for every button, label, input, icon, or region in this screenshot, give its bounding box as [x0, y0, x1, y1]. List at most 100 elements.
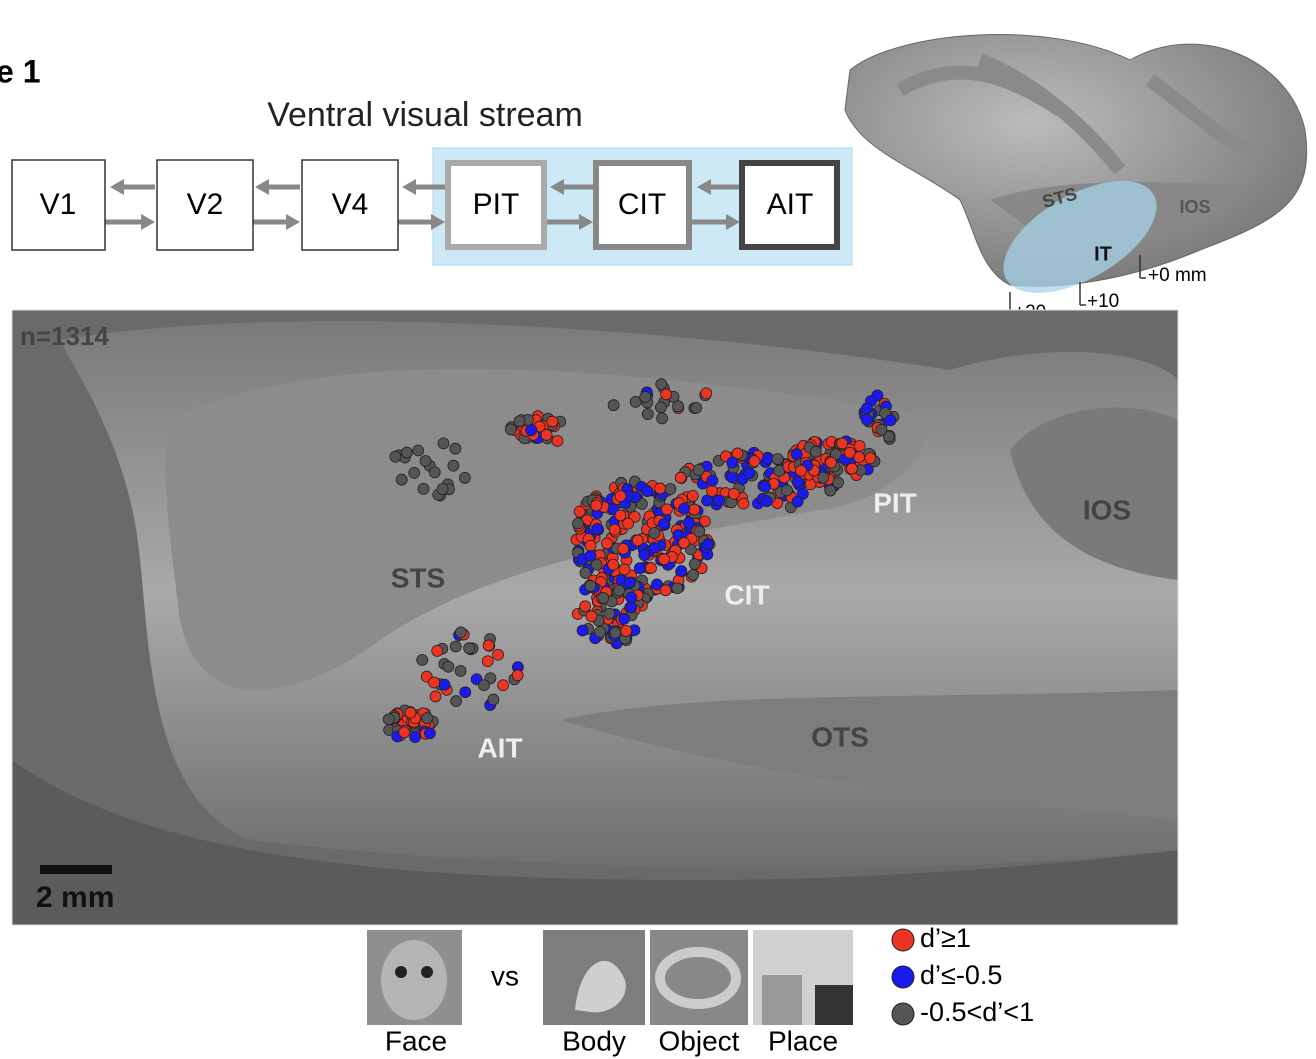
- legend-label: d’≥1: [920, 923, 971, 953]
- legend-marker: [892, 1003, 914, 1025]
- site-dot: [424, 728, 435, 739]
- site-dot: [619, 613, 630, 624]
- legend: d’≥1d’≤-0.5-0.5<d’<1: [892, 923, 1034, 1027]
- region-label: STS: [391, 562, 445, 593]
- stimulus-label: Body: [562, 1025, 626, 1056]
- site-dot: [649, 542, 660, 553]
- scale-bar: [40, 865, 112, 874]
- site-dot: [665, 483, 676, 494]
- site-dot: [885, 415, 896, 426]
- site-dot: [655, 402, 666, 413]
- region-label: IOS: [1083, 494, 1131, 525]
- region-label: PIT: [873, 487, 917, 518]
- figure-label: e 1: [0, 53, 40, 89]
- site-dot: [796, 465, 807, 476]
- legend-label: d’≤-0.5: [920, 960, 1002, 990]
- site-dot: [464, 643, 475, 654]
- site-dot: [422, 713, 433, 724]
- site-dot: [657, 413, 668, 424]
- site-dot: [727, 472, 738, 483]
- site-dot: [675, 472, 686, 483]
- site-dot: [488, 694, 499, 705]
- site-dot: [390, 451, 401, 462]
- vs-label: vs: [491, 960, 519, 991]
- site-dot: [451, 696, 462, 707]
- site-dot: [455, 627, 466, 638]
- site-dot: [429, 467, 440, 478]
- site-dot: [649, 527, 660, 538]
- inset-scale-mark: +0 mm: [1148, 265, 1207, 286]
- region-label: OTS: [811, 721, 869, 752]
- site-dot: [482, 656, 493, 667]
- node-label: V2: [187, 188, 224, 221]
- site-dot: [460, 687, 471, 698]
- site-dot: [514, 416, 525, 427]
- site-dot: [639, 550, 650, 561]
- site-dot: [703, 539, 714, 550]
- site-dot: [420, 455, 431, 466]
- inset-label: IOS: [1179, 197, 1210, 217]
- site-dot: [646, 562, 657, 573]
- site-dot: [498, 680, 509, 691]
- node-label: PIT: [473, 188, 520, 221]
- site-dot: [450, 443, 461, 454]
- site-dot: [659, 554, 670, 565]
- site-dot: [552, 435, 563, 446]
- site-dot: [761, 496, 772, 507]
- site-dot: [430, 691, 441, 702]
- site-dot: [399, 727, 410, 738]
- site-dot: [585, 580, 596, 591]
- place-image: [815, 985, 853, 1025]
- site-dot: [781, 485, 792, 496]
- site-dot: [854, 452, 865, 463]
- site-dot: [760, 481, 771, 492]
- stimulus-label: Place: [768, 1025, 838, 1056]
- site-dot: [585, 540, 596, 551]
- site-dot: [432, 645, 443, 656]
- site-dot: [580, 567, 591, 578]
- site-dot: [749, 456, 760, 467]
- site-dot: [818, 472, 829, 483]
- site-dot: [678, 537, 689, 548]
- site-dot: [679, 503, 690, 514]
- site-dot: [791, 449, 802, 460]
- stimulus-label: Face: [385, 1025, 447, 1056]
- site-dot: [595, 626, 606, 637]
- face-image: [421, 966, 433, 978]
- site-dot: [707, 475, 718, 486]
- site-dot: [862, 403, 873, 414]
- site-dot: [626, 592, 637, 603]
- site-dot: [656, 379, 667, 390]
- site-dot: [413, 445, 424, 456]
- site-dot: [687, 490, 698, 501]
- site-dot: [396, 474, 407, 485]
- site-dot: [601, 538, 612, 549]
- site-dot: [609, 524, 620, 535]
- site-dot: [672, 583, 683, 594]
- node-label: V1: [40, 188, 77, 221]
- site-dot: [574, 506, 585, 517]
- site-dot: [701, 388, 712, 399]
- site-dot: [714, 495, 725, 506]
- site-dot: [727, 457, 738, 468]
- site-dot: [738, 498, 749, 509]
- site-dot: [483, 640, 494, 651]
- site-dot: [640, 391, 651, 402]
- site-dot: [591, 500, 602, 511]
- site-dot: [693, 464, 704, 475]
- site-dot: [619, 564, 630, 575]
- site-dot: [604, 608, 615, 619]
- site-dot: [861, 414, 872, 425]
- site-dot: [405, 707, 416, 718]
- site-dot: [448, 460, 459, 471]
- site-dot: [572, 518, 583, 529]
- site-dot: [618, 543, 629, 554]
- site-dot: [792, 496, 803, 507]
- site-dot: [615, 491, 626, 502]
- site-dot: [688, 569, 699, 580]
- site-dot: [439, 679, 450, 690]
- site-dot: [655, 483, 666, 494]
- site-dot: [547, 416, 558, 427]
- site-dot: [479, 680, 490, 691]
- site-dot: [585, 550, 596, 561]
